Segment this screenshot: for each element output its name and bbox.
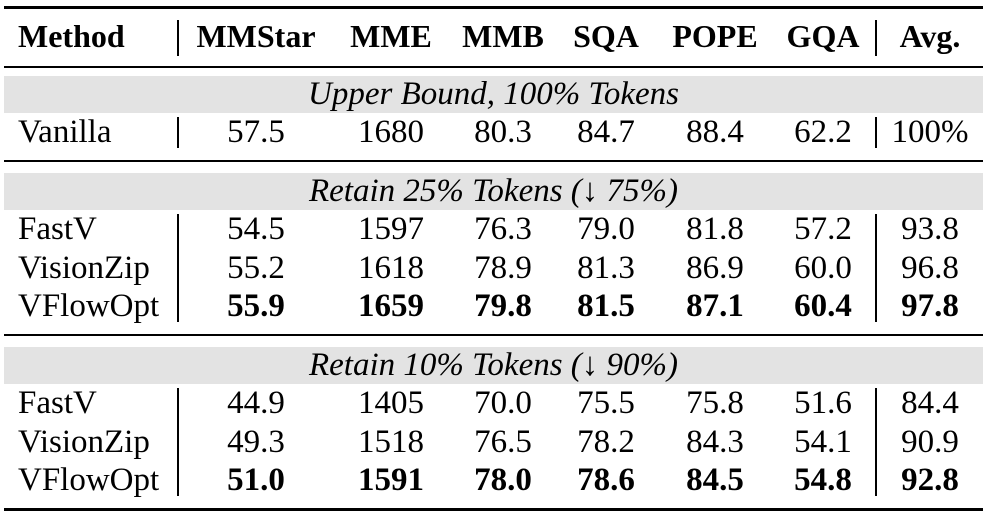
row-value: 92.8: [901, 462, 959, 498]
section-title: Retain 25% Tokens (↓ 75%): [308, 173, 679, 209]
header-bottom-rule: [4, 66, 983, 68]
table-row: FastV 54.5 1597 76.3 79.0 81.8 57.2 93.8: [0, 210, 987, 248]
row-value: 60.0: [794, 249, 852, 286]
row-value: 62.2: [794, 114, 852, 150]
row-value: 55.2: [227, 249, 285, 286]
table-top-rule: [4, 6, 983, 9]
row-value: 1405: [358, 385, 424, 421]
row-value: 78.9: [474, 249, 532, 286]
header-mmstar: MMStar: [196, 18, 316, 54]
row-method: FastV: [18, 385, 97, 421]
header-mme: MME: [350, 18, 432, 54]
header-mmb: MMB: [462, 18, 544, 54]
section-vline-left: [177, 214, 179, 322]
row-value: 75.8: [686, 385, 744, 421]
row-value: 79.0: [577, 211, 635, 247]
section-vline-left: [177, 117, 179, 148]
row-value: 81.3: [577, 249, 635, 286]
row-value: 57.2: [794, 211, 852, 247]
section-title: Retain 10% Tokens (↓ 90%): [308, 347, 679, 383]
row-value: 1518: [358, 423, 424, 460]
row-value: 78.2: [577, 423, 635, 460]
header-vline-right: [875, 20, 877, 56]
row-value: 97.8: [901, 288, 959, 324]
row-value: 84.4: [901, 385, 959, 421]
row-method: VisionZip: [18, 423, 150, 460]
row-value: 1680: [358, 114, 424, 150]
row-value: 96.8: [901, 249, 959, 286]
row-value: 80.3: [474, 114, 532, 150]
section-band: [4, 347, 983, 384]
table-row: VFlowOpt 51.0 1591 78.0 78.6 84.5 54.8 92.8: [0, 461, 987, 499]
row-value: 54.1: [794, 423, 852, 460]
header-sqa: SQA: [573, 18, 639, 54]
section-vline-right: [875, 214, 877, 322]
header-gqa: GQA: [786, 18, 860, 54]
section-band: [4, 173, 983, 210]
table-row: VisionZip 55.2 1618 78.9 81.3 86.9 60.0 96.8: [0, 249, 987, 287]
row-value: 93.8: [901, 211, 959, 247]
row-value: 81.5: [577, 288, 635, 324]
row-value: 79.8: [474, 288, 532, 324]
row-value: 60.4: [794, 288, 852, 324]
row-method: VisionZip: [18, 249, 150, 286]
row-value: 87.1: [686, 288, 744, 324]
row-value: 90.9: [901, 423, 959, 460]
row-value: 75.5: [577, 385, 635, 421]
header-method: Method: [18, 18, 125, 54]
row-value: 1591: [358, 462, 424, 498]
row-method: Vanilla: [18, 114, 112, 150]
row-value: 76.5: [474, 423, 532, 460]
row-value: 81.8: [686, 211, 744, 247]
header-pope: POPE: [672, 18, 758, 54]
row-value: 57.5: [227, 114, 285, 150]
table-header-row: Method MMStar MME MMB SQA POPE GQA Avg.: [0, 17, 987, 55]
row-value: 1597: [358, 211, 424, 247]
table-row: Vanilla 57.5 1680 80.3 84.7 88.4 62.2 100%: [0, 113, 987, 151]
row-value: 55.9: [227, 288, 285, 324]
row-value: 51.0: [227, 462, 285, 498]
row-method: VFlowOpt: [18, 288, 160, 324]
row-method: FastV: [18, 211, 97, 247]
row-value: 1618: [358, 249, 424, 286]
section-band: [4, 76, 983, 113]
table-bottom-rule: [4, 508, 983, 511]
row-value: 84.7: [577, 114, 635, 150]
table-row: VFlowOpt 55.9 1659 79.8 81.5 87.1 60.4 97.8: [0, 287, 987, 325]
row-value: 54.8: [794, 462, 852, 498]
table-row: VisionZip 49.3 1518 76.5 78.2 84.3 54.1 90.9: [0, 423, 987, 461]
section-vline-right: [875, 388, 877, 496]
header-avg: Avg.: [899, 18, 961, 54]
row-value: 51.6: [794, 385, 852, 421]
section-vline-right: [875, 117, 877, 148]
header-vline-left: [177, 20, 179, 56]
row-value: 100%: [891, 114, 969, 150]
row-value: 84.5: [686, 462, 744, 498]
row-value: 76.3: [474, 211, 532, 247]
section-vline-left: [177, 388, 179, 496]
row-value: 78.0: [474, 462, 532, 498]
row-value: 84.3: [686, 423, 744, 460]
row-value: 70.0: [474, 385, 532, 421]
section-rule: [4, 334, 983, 336]
row-value: 49.3: [227, 423, 285, 460]
row-value: 88.4: [686, 114, 744, 150]
row-value: 86.9: [686, 249, 744, 286]
section-title: Upper Bound, 100% Tokens: [308, 76, 679, 112]
row-value: 54.5: [227, 211, 285, 247]
row-method: VFlowOpt: [18, 462, 160, 498]
row-value: 1659: [358, 288, 424, 324]
row-value: 44.9: [227, 385, 285, 421]
table-row: FastV 44.9 1405 70.0 75.5 75.8 51.6 84.4: [0, 384, 987, 422]
section-rule: [4, 160, 983, 162]
row-value: 78.6: [577, 462, 635, 498]
